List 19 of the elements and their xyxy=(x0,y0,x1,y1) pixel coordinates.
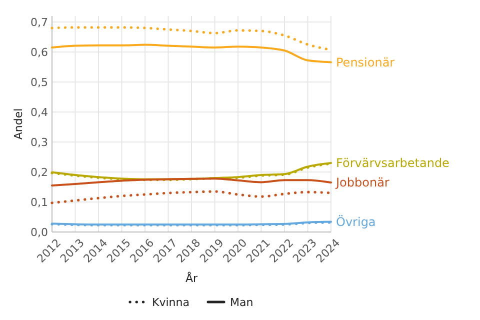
line-series xyxy=(51,178,332,186)
series-label: Övriga xyxy=(336,215,376,229)
text: Man xyxy=(230,296,254,309)
series-label: Jobbonär xyxy=(335,176,390,190)
y-tick-label: 0,6 xyxy=(30,46,48,59)
y-tick-label: 0,7 xyxy=(30,16,48,29)
y-tick-label: 0,2 xyxy=(30,166,48,179)
line-series xyxy=(50,190,332,204)
series-label: Förvärvsarbetande xyxy=(336,156,450,170)
y-tick-label: 0,3 xyxy=(30,136,48,149)
y-tick-label: 0,0 xyxy=(30,226,48,239)
text: Kvinna xyxy=(152,296,190,309)
line-series xyxy=(51,44,332,64)
series-label: Pensionär xyxy=(336,55,395,70)
y-axis-title: Andel xyxy=(12,108,25,140)
y-tick-label: 0,4 xyxy=(30,106,48,119)
y-tick-label: 0,1 xyxy=(30,196,48,209)
y-tick-label: 0,5 xyxy=(30,76,48,89)
x-axis-title: År xyxy=(185,271,198,285)
